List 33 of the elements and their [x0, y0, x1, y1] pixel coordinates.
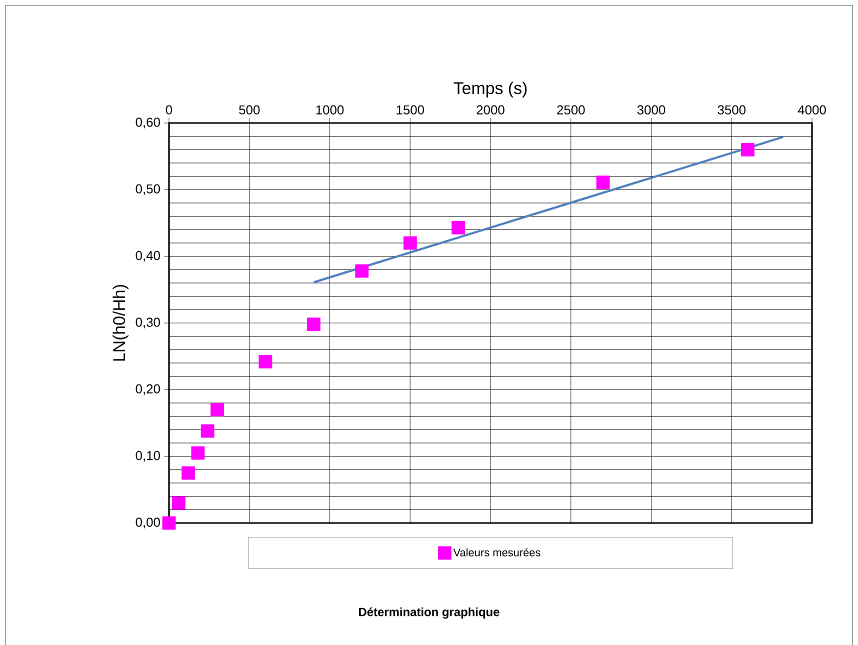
x-tick-label: 1000: [316, 105, 344, 114]
y-tick-label: 0,10: [136, 450, 160, 462]
point: [182, 466, 195, 480]
y-tick-label: 0,40: [136, 250, 160, 262]
point: [403, 236, 417, 250]
point: [306, 318, 320, 332]
y-tick-label: 0,30: [136, 318, 160, 328]
point: [210, 402, 224, 416]
y-tick-label: 0,00: [136, 518, 160, 528]
y-tick-label: 0,20: [136, 384, 160, 396]
point: [452, 220, 466, 234]
y-axis-title: LN(h0/Hh): [112, 284, 128, 361]
y-tick-label: 0,60: [136, 118, 160, 128]
x-tick-label: 0: [166, 105, 172, 114]
point: [355, 264, 369, 278]
x-tick-label: 2000: [476, 105, 504, 114]
x-tick-label: 3000: [637, 105, 666, 114]
point: [258, 354, 272, 368]
x-tick-label: 3500: [718, 105, 746, 114]
x-axis-title: Temps (s): [454, 82, 527, 98]
text: Détermination graphique: [359, 607, 500, 619]
point: [162, 516, 176, 530]
y-tick-label: 0,50: [136, 184, 160, 196]
x-tick-label: 1500: [396, 105, 424, 114]
x-tick-label: 4000: [798, 105, 826, 114]
point: [172, 496, 186, 510]
point: [596, 176, 610, 190]
point: [741, 142, 754, 156]
legend-label: Valeurs mesurées: [453, 548, 540, 556]
point: [200, 424, 214, 438]
x-tick-label: 2500: [557, 105, 585, 114]
x-tick-label: 500: [239, 105, 260, 114]
point: [191, 446, 205, 460]
